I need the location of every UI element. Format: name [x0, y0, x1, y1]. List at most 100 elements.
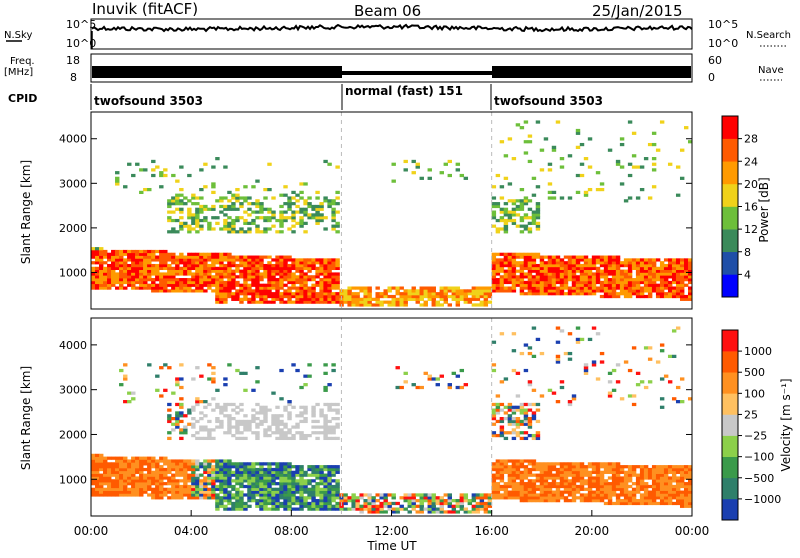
velocity-cell [567, 470, 573, 474]
velocity-cell [115, 493, 120, 497]
power-cell [395, 303, 400, 307]
power-cell [355, 294, 360, 299]
power-cell [347, 297, 352, 301]
velocity-cell [599, 493, 605, 497]
power-cell [115, 286, 120, 290]
velocity-cell [507, 493, 513, 497]
power-cell [243, 297, 248, 301]
power-cell [227, 190, 232, 195]
freq-label-line1: Freq. [10, 56, 35, 67]
velocity-cell [463, 496, 469, 500]
power-cell [543, 292, 549, 296]
velocity-cell [215, 465, 220, 469]
velocity-cell [539, 351, 545, 356]
velocity-cell [259, 496, 264, 500]
power-cell [499, 185, 505, 189]
velocity-cell [567, 402, 573, 407]
velocity-colorbar-segment [722, 330, 738, 352]
power-cell [179, 207, 184, 211]
power-cell [627, 286, 633, 290]
velocity-cell [531, 433, 537, 438]
power-cell [523, 292, 529, 296]
power-cell [623, 292, 629, 296]
power-cell [575, 289, 581, 293]
velocity-cell [231, 479, 236, 483]
power-cell [639, 292, 645, 296]
power-cell [191, 278, 196, 282]
power-cell [299, 289, 304, 293]
power-cell [635, 294, 641, 299]
velocity-cell [503, 487, 509, 491]
power-cell [219, 227, 224, 231]
velocity-cell [499, 493, 505, 497]
power-cell [659, 269, 665, 273]
power-cell [667, 280, 673, 285]
velocity-cell [287, 470, 292, 474]
velocity-cell [323, 431, 328, 435]
power-cell [175, 196, 180, 200]
power-cell [331, 300, 336, 304]
velocity-cell [599, 465, 605, 469]
power-cell [283, 210, 288, 214]
power-cell [151, 272, 156, 276]
velocity-cell [227, 490, 232, 494]
power-cell [107, 275, 112, 279]
velocity-cell [271, 470, 276, 474]
velocity-cell [563, 476, 569, 480]
power-cell [347, 292, 352, 296]
power-cell [623, 263, 629, 268]
power-cell [235, 269, 240, 273]
power-cell [435, 292, 440, 296]
power-cell [363, 294, 368, 299]
power-cell [267, 162, 272, 166]
velocity-cell [639, 487, 645, 491]
power-cell [275, 272, 280, 276]
power-cell [155, 269, 160, 273]
velocity-cell [331, 493, 336, 497]
power-cell [231, 221, 236, 225]
power-cell [371, 297, 376, 301]
velocity-cell [311, 473, 316, 477]
velocity-cell [319, 490, 324, 494]
power-cell [115, 179, 120, 183]
velocity-cell [299, 431, 304, 435]
power-cell [663, 294, 669, 299]
power-cell [199, 272, 204, 276]
power-cell [547, 275, 553, 279]
velocity-cell [159, 493, 164, 497]
velocity-cell [679, 476, 685, 480]
power-cell [227, 266, 232, 270]
velocity-cell [523, 467, 529, 472]
power-cell [611, 278, 617, 282]
velocity-cell [211, 380, 216, 384]
power-cell [311, 204, 316, 209]
velocity-cell [675, 479, 681, 483]
velocity-cell [239, 496, 244, 500]
velocity-cell [475, 504, 481, 508]
velocity-cell [243, 436, 248, 441]
velocity-cell [639, 493, 645, 497]
power-cell [147, 258, 152, 262]
power-cell [435, 303, 440, 307]
velocity-cell [535, 479, 541, 483]
velocity-cell [139, 473, 144, 477]
velocity-cell [631, 394, 637, 398]
power-cell [555, 272, 561, 276]
velocity-cell [659, 343, 665, 347]
power-cell [303, 210, 308, 214]
velocity-cell [387, 507, 392, 511]
velocity-cell [527, 493, 533, 497]
power-cell [163, 272, 168, 276]
power-cell [255, 300, 260, 304]
velocity-cell [663, 470, 669, 474]
power-cell [551, 272, 557, 276]
velocity-cell [455, 504, 461, 508]
velocity-cell [659, 465, 665, 469]
power-cell [567, 261, 573, 265]
power-cell [515, 261, 521, 265]
velocity-cell [223, 507, 228, 511]
velocity-cell [267, 476, 272, 480]
velocity-cell [611, 462, 617, 466]
power-cell [91, 247, 96, 251]
velocity-cell [431, 501, 436, 506]
